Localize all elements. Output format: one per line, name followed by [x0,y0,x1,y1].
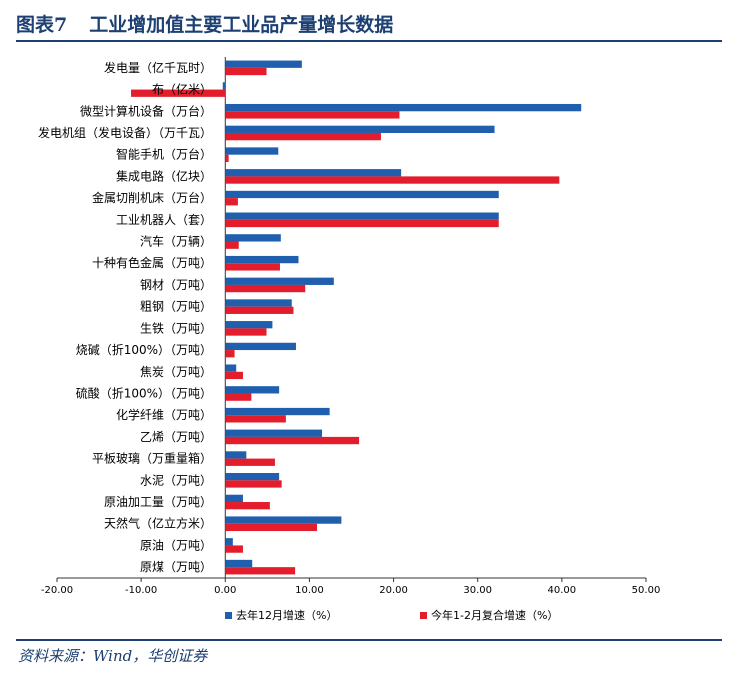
x-tick-label: 20.00 [379,585,408,596]
legend-swatch-dec [225,612,232,619]
source-note: 资料来源：Wind，华创证券 [18,647,208,665]
bar-dec-5 [225,169,402,177]
bar-dec-4 [225,147,279,155]
bar-janfeb-13 [225,350,235,358]
x-tick-label: -10.00 [125,585,157,596]
category-label: 硫酸（折100%）（万吨） [76,385,212,400]
category-label: 工业机器人（套） [116,213,212,227]
bar-dec-20 [225,494,243,503]
category-label: 天然气（亿立方米） [104,516,212,531]
category-label: 水泥（万吨） [140,473,212,487]
category-label: 集成电路（亿块） [116,168,212,183]
category-label: 原油加工量（万吨） [104,495,212,509]
x-tick-label: 10.00 [295,585,324,596]
category-label: 化学纤维（万吨） [116,407,212,422]
bar-dec-7 [225,212,499,220]
category-label: 生铁（万吨） [140,321,212,335]
source-rule [16,639,722,641]
bar-janfeb-17 [225,436,360,445]
category-label: 汽车（万辆） [140,234,212,249]
bar-janfeb-15 [225,393,252,401]
x-tick-labels: -20.00 -10.00 0.00 10.00 20.00 30.00 40.00 50.0… [41,585,660,596]
category-label: 乙烯（万吨） [140,430,212,444]
bar-dec-16 [225,407,330,416]
bar-chart: 发电量（亿千瓦时） 布（亿米） 微型计算机设备（万台） 发电机组（发电设备）（万千瓦）… [38,57,660,622]
category-label: 原煤（万吨） [140,560,212,574]
bar-dec-17 [225,429,323,437]
bar-janfeb-18 [225,458,275,466]
figure-title-block: 图表7 工业增加值主要工业品产量增长数据 [16,8,393,38]
bar-janfeb-6 [225,198,238,206]
bar-janfeb-0 [225,67,267,76]
bar-janfeb-2 [225,111,400,119]
bar-janfeb-4 [225,154,229,162]
x-tick-label: -20.00 [41,585,73,596]
bar-dec-9 [225,255,299,264]
bar-dec-19 [225,473,280,481]
bar-janfeb-9 [225,263,280,271]
bar-janfeb-22 [225,545,243,553]
category-label: 发电量（亿千瓦时） [104,60,212,75]
bar-dec-1 [222,82,226,90]
axis-layer [56,57,647,582]
legend-label-janfeb: 今年1-2月复合增速（%） [431,608,558,622]
bar-dec-23 [225,559,253,568]
bar-janfeb-1 [131,89,226,97]
bar-janfeb-21 [225,523,318,532]
category-label: 烧碱（折100%）（万吨） [76,342,212,357]
category-label: 平板玻璃（万重量箱） [92,451,212,466]
bar-janfeb-12 [225,328,267,336]
bar-janfeb-3 [225,132,381,141]
bar-dec-2 [225,103,582,112]
category-label: 焦炭（万吨） [140,365,212,379]
legend: 去年12月增速（%） 今年1-2月复合增速（%） [225,608,558,622]
category-label: 微型计算机设备（万台） [80,103,212,118]
bar-janfeb-14 [225,371,243,380]
bar-dec-14 [225,364,237,372]
bar-janfeb-5 [225,176,560,184]
category-label: 智能手机（万台） [116,147,212,162]
bar-dec-0 [225,60,302,68]
x-tick-label: 0.00 [214,585,236,596]
bar-janfeb-23 [225,567,296,575]
category-label: 发电机组（发电设备）（万千瓦） [38,125,212,140]
x-tick-label: 30.00 [463,585,492,596]
bar-dec-8 [225,234,281,242]
category-labels: 发电量（亿千瓦时） 布（亿米） 微型计算机设备（万台） 发电机组（发电设备）（万千瓦）… [38,60,212,574]
legend-swatch-janfeb [420,612,427,619]
category-label: 钢材（万吨） [140,278,212,292]
bar-janfeb-19 [225,480,282,488]
bar-dec-18 [225,451,247,459]
legend-label-dec: 去年12月增速（%） [236,608,337,622]
bar-dec-3 [225,125,495,133]
bars-layer [131,60,582,575]
bar-janfeb-20 [225,502,270,510]
bar-janfeb-7 [225,219,499,228]
bar-dec-11 [225,299,292,307]
category-label: 布（亿米） [152,82,212,97]
bar-janfeb-8 [225,241,239,249]
bar-janfeb-16 [225,415,286,423]
category-label: 金属切削机床（万台） [92,190,212,205]
category-label: 原油（万吨） [140,538,212,552]
bar-dec-21 [225,516,342,524]
bar-dec-15 [225,386,280,394]
x-tick-label: 50.00 [632,585,661,596]
bar-dec-12 [225,321,273,329]
category-label: 粗钢（万吨） [140,300,212,314]
bar-janfeb-11 [225,306,294,314]
bar-dec-10 [225,277,334,285]
bar-dec-6 [225,190,499,199]
title-rule [16,40,722,42]
bar-dec-22 [225,538,233,546]
figure-number: 图表7 [16,13,68,36]
x-tick-label: 40.00 [548,585,577,596]
category-label: 十种有色金属（万吨） [92,255,212,270]
bar-janfeb-10 [225,284,306,293]
figure-title: 工业增加值主要工业品产量增长数据 [89,13,394,36]
bar-dec-13 [225,342,296,351]
